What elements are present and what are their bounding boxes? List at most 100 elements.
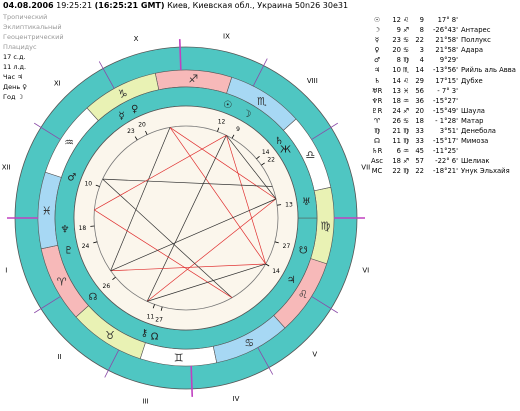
- planet-degree: 22: [267, 156, 275, 163]
- table-cell-p: ♄: [373, 76, 381, 85]
- house-number-label: VII: [361, 163, 370, 171]
- table-cell-lat: - 1°28': [435, 116, 458, 125]
- house-number-label: II: [58, 353, 62, 361]
- planet-glyph: ♀: [131, 104, 138, 115]
- table-cell-m: 29: [415, 76, 424, 85]
- planet-marker-tick: [145, 130, 148, 135]
- house-cusp-line: [257, 347, 274, 375]
- house-number-label: X: [134, 35, 139, 43]
- zodiac-sign-glyph: ♍: [320, 219, 330, 232]
- planet-glyph: ♄: [275, 136, 284, 147]
- planet-marker-tick: [95, 184, 100, 187]
- planet-marker-tick: [265, 263, 270, 267]
- table-cell-star: Унук Эльхайя: [461, 167, 510, 176]
- planet-degree: 13: [285, 202, 293, 209]
- zodiac-sign-glyph: ♎: [305, 149, 315, 162]
- planet-marker-tick: [231, 134, 235, 139]
- table-cell-s: ♋: [402, 36, 410, 45]
- house-number-label: I: [5, 267, 7, 275]
- aspect-line: [169, 127, 277, 200]
- planet-marker-tick: [274, 241, 279, 244]
- table-cell-p: ☉: [373, 16, 381, 24]
- table-cell-d: 20: [392, 46, 401, 55]
- house-number-label: IV: [233, 395, 240, 403]
- house-number-label: IX: [223, 32, 230, 40]
- house-cusp-line: [311, 122, 339, 140]
- aspect-line: [110, 198, 277, 272]
- planet-glyph: ⚷: [141, 328, 148, 339]
- table-cell-m: 56: [415, 86, 424, 95]
- table-cell-p: ♈: [373, 116, 381, 125]
- planet-degree: 24: [82, 243, 90, 250]
- planet-glyph: ☉: [223, 100, 232, 111]
- planet-marker-tick: [152, 304, 155, 309]
- planet-table-row: ♄R 6 ♒ 45 -11°25': [370, 146, 516, 156]
- planet-glyph: ♆: [60, 225, 69, 236]
- table-cell-p: ♂: [373, 56, 381, 65]
- table-cell-star: Шелиак: [461, 157, 490, 166]
- header-location: Киев, Киевская обл., Украина 50n26 30e31: [167, 1, 349, 10]
- zodiac-sign-glyph: ♋: [244, 336, 254, 349]
- table-cell-d: 11: [392, 137, 401, 146]
- header-date: 04.08.2006: [3, 1, 54, 10]
- planet-degree: 14: [262, 149, 270, 156]
- table-cell-p: ☽: [373, 26, 381, 35]
- stat-5: Год ☽: [3, 93, 24, 101]
- table-cell-d: 9: [396, 26, 401, 35]
- table-cell-m: 18: [415, 116, 424, 125]
- zodiac-sign-glyph: ♊: [174, 351, 184, 364]
- aspect-line: [110, 127, 171, 271]
- planet-glyph: ☋: [299, 245, 308, 256]
- table-cell-p: MC: [371, 167, 383, 176]
- table-cell-m: 33: [415, 127, 424, 136]
- table-cell-d: 14: [392, 76, 401, 85]
- table-cell-m: 3: [419, 46, 424, 55]
- table-cell-p: ☿: [374, 36, 380, 45]
- planet-table-row: ♇R 24 ♐ 20 -15°49' Шаула: [370, 106, 516, 116]
- table-cell-lat: 9°29': [439, 56, 458, 65]
- planet-marker-tick: [277, 204, 282, 206]
- stat-1: 17 с.д.: [3, 53, 26, 61]
- table-cell-lat: 21°58': [435, 36, 458, 45]
- planet-glyph: ☽: [242, 109, 251, 120]
- planet-table-row: MC 22 ♍ 22 -18°21' Унук Эльхайя: [370, 166, 516, 176]
- planet-glyph: ♅: [302, 197, 311, 208]
- aspect-line: [226, 135, 277, 200]
- planet-degree: 12: [218, 118, 226, 125]
- table-cell-m: 57: [415, 157, 424, 166]
- planet-marker-tick: [112, 276, 116, 281]
- house-cusp-line: [190, 365, 194, 397]
- zodiac-sign-glyph: ♐: [188, 73, 198, 86]
- aspect-line: [102, 178, 233, 298]
- table-cell-p: ♇R: [371, 106, 383, 115]
- table-cell-s: ♍: [402, 167, 410, 176]
- table-cell-star: Мимоза: [461, 137, 489, 146]
- chart-header: 04.08.2006 19:25:21 (16:25:21 GMT) Киев,…: [3, 1, 348, 10]
- table-cell-m: 9: [419, 16, 424, 24]
- table-cell-lat: -15°49': [432, 106, 458, 115]
- aspect-line: [146, 135, 227, 302]
- header-gmt: (16:25:21 GMT): [94, 1, 165, 10]
- house-number-label: V: [312, 351, 317, 359]
- table-cell-p: ♃: [373, 66, 381, 75]
- planet-table-row: ☿ 23 ♋ 22 21°58' Поллукс: [370, 35, 516, 45]
- planet-table-row: ☊ 11 ♍ 33 -15°17' Мимоза: [370, 136, 516, 146]
- house-cusp-line: [104, 349, 120, 378]
- zodiac-sign-glyph: ♒: [64, 136, 74, 149]
- planet-glyph: ☿: [119, 111, 125, 122]
- table-cell-lat: - 7° 3': [437, 86, 458, 95]
- aspect-line: [102, 178, 273, 187]
- table-cell-lat: 17°15': [435, 76, 458, 85]
- table-cell-star: Денебола: [461, 127, 496, 136]
- planet-degree: 27: [283, 243, 291, 250]
- planet-marker-tick: [160, 306, 163, 311]
- table-cell-s: ♌: [402, 76, 410, 85]
- planet-table-row: ☽ 9 ♐ 8 -26°43' Антарес: [370, 25, 516, 35]
- table-cell-m: 45: [415, 147, 424, 156]
- planet-degree: 11: [147, 314, 155, 321]
- zodiac-sign-glyph: ♉: [105, 329, 115, 342]
- aspect-line: [147, 263, 266, 302]
- planet-glyph: ♂: [67, 172, 76, 183]
- table-cell-lat: -11°25': [432, 147, 458, 156]
